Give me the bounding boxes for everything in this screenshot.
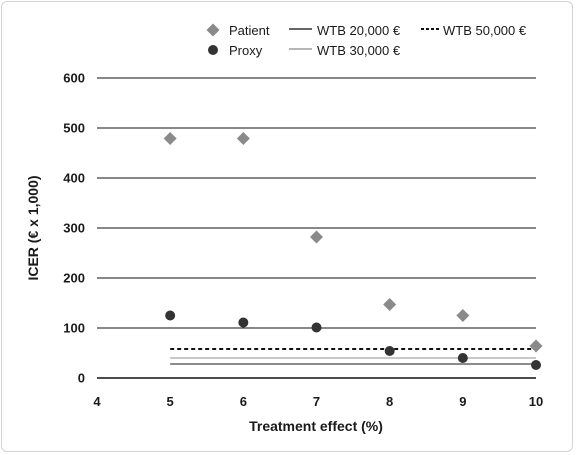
data-points <box>163 132 543 370</box>
y-tick-label: 500 <box>63 121 85 136</box>
patient-point <box>456 309 470 322</box>
y-tick-label: 300 <box>63 221 85 236</box>
x-axis-title: Treatment effect (%) <box>249 418 383 434</box>
y-tick-label: 400 <box>63 171 85 186</box>
patient-point <box>310 230 323 244</box>
legend-patient-marker <box>206 23 220 37</box>
x-tick-label: 6 <box>240 394 247 409</box>
patient-point <box>383 298 397 311</box>
legend-wtb20-label: WTB 20,000 € <box>317 23 401 38</box>
proxy-point <box>384 346 395 356</box>
x-tick-label: 5 <box>167 394 174 409</box>
y-tick-label: 0 <box>78 371 85 386</box>
proxy-point <box>238 317 249 328</box>
x-tick-label: 8 <box>386 394 393 409</box>
legend-wtb30-label: WTB 30,000 € <box>317 43 401 58</box>
y-tick-label: 100 <box>63 321 85 336</box>
tick-labels: 0 100 200 300 400 500 600 4 5 6 7 8 9 10 <box>63 71 543 410</box>
proxy-point <box>457 353 468 363</box>
proxy-point <box>531 360 541 370</box>
x-tick-label: 9 <box>459 394 466 409</box>
x-tick-label: 4 <box>93 394 101 409</box>
legend-patient-label: Patient <box>229 23 270 38</box>
legend: Patient WTB 20,000 € WTB 50,000 € Proxy WTB … <box>206 23 527 58</box>
reference-lines <box>170 348 536 365</box>
y-axis-title: ICER (€ x 1,000) <box>25 175 41 280</box>
proxy-point <box>311 322 322 333</box>
gridlines <box>97 77 536 329</box>
patient-point <box>163 132 177 145</box>
y-tick-label: 600 <box>63 71 85 86</box>
x-tick-label: 7 <box>313 394 320 409</box>
legend-proxy-label: Proxy <box>229 43 263 58</box>
legend-proxy-marker <box>208 45 218 55</box>
patient-point <box>529 339 543 353</box>
x-tick-label: 10 <box>529 394 543 409</box>
proxy-point <box>165 310 176 321</box>
y-tick-label: 200 <box>63 271 85 286</box>
patient-point <box>236 132 250 145</box>
legend-wtb50-label: WTB 50,000 € <box>443 23 527 38</box>
